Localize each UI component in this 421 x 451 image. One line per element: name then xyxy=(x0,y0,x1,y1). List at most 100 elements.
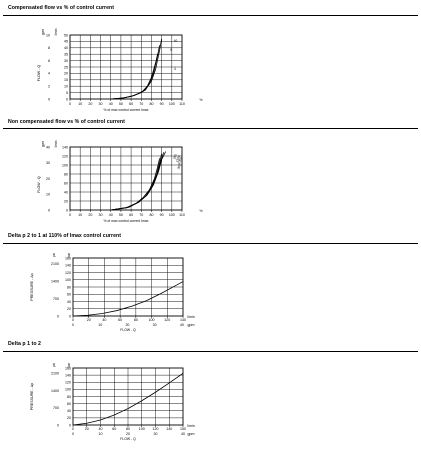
curve-label: 5 xyxy=(170,48,172,52)
x-tick-label: 90 xyxy=(160,102,164,106)
x-unit-label-bottom: gpm xyxy=(188,323,195,327)
chart-title-non-compensated: Non compensated flow vs % of control cur… xyxy=(8,119,125,125)
y-unit-label-left: gpm xyxy=(41,141,45,148)
y-axis-label: PRESSURE - Δp xyxy=(30,273,34,300)
x-tick-label-gpm: 40 xyxy=(180,323,184,327)
y-tick-label-left-unit: 30 xyxy=(46,161,50,165)
chart-title-compensated: Compensated flow vs % of control current xyxy=(8,5,115,11)
data-line xyxy=(110,152,165,211)
y-tick-label-right-unit: 20 xyxy=(64,199,68,203)
y-tick-label-bar: 160 xyxy=(65,366,71,370)
curve-label: 40 xyxy=(174,39,178,43)
y-tick-label-bar: 40 xyxy=(67,409,71,413)
x-tick-label: 80 xyxy=(149,102,153,106)
y-tick-label-right-unit: 25 xyxy=(64,65,68,69)
x-tick-label: 0 xyxy=(69,102,71,106)
x-tick-label-l-min: 120 xyxy=(164,318,170,322)
y-tick-label-left-unit: 20 xyxy=(46,177,50,181)
y-tick-label-right-unit: 30 xyxy=(64,59,68,63)
y-unit-label-right: l/min xyxy=(54,140,58,147)
y-tick-label-bar: 80 xyxy=(67,285,71,289)
x-tick-label-l-min: 120 xyxy=(153,427,159,431)
section-divider xyxy=(3,243,418,244)
y-tick-label-right-unit: 120 xyxy=(62,154,68,158)
y-tick-label-right-unit: 100 xyxy=(62,163,68,167)
y-tick-label-right-unit: 0 xyxy=(66,97,68,101)
y-tick-label-bar: 20 xyxy=(67,416,71,420)
section-divider xyxy=(3,15,418,16)
y-tick-label-psi: 700 xyxy=(53,406,59,410)
data-line xyxy=(110,54,158,100)
x-tick-label-gpm: 10 xyxy=(98,323,102,327)
y-tick-label-bar: 140 xyxy=(65,373,71,377)
y-tick-label-bar: 120 xyxy=(65,271,71,275)
y-axis-label: FLOW - Q xyxy=(37,65,41,82)
x-tick-label-l-min: 0 xyxy=(72,318,74,322)
y-unit-label-psi: psi xyxy=(52,363,56,367)
x-axis-label: % of max control current Imax xyxy=(103,108,148,112)
x-tick-label-l-min: 80 xyxy=(134,318,138,322)
x-axis-label: FLOW - Q xyxy=(120,328,136,332)
plot-frame xyxy=(69,146,183,211)
y-tick-label-right-unit: 15 xyxy=(64,78,68,82)
x-tick-label: 100 xyxy=(169,102,175,106)
x-tick-label-gpm: 30 xyxy=(154,432,158,436)
curve-label: 1500 xyxy=(175,154,181,162)
y-tick-label-psi: 0 xyxy=(57,423,59,427)
x-unit-label: % xyxy=(199,98,203,102)
x-tick-label-l-min: 60 xyxy=(118,318,122,322)
y-tick-label-psi: 0 xyxy=(57,314,59,318)
y-tick-label-bar: 140 xyxy=(65,264,71,268)
y-tick-label-right-unit: 40 xyxy=(64,46,68,50)
x-axis-label: FLOW - Q xyxy=(120,437,136,441)
x-unit-label: % xyxy=(199,209,203,213)
y-tick-label-bar: 100 xyxy=(65,278,71,282)
x-tick-label: 110 xyxy=(179,213,185,217)
y-tick-label-right-unit: 80 xyxy=(64,172,68,176)
x-tick-label-gpm: 10 xyxy=(99,432,103,436)
y-tick-label-psi: 2100 xyxy=(51,262,59,266)
y-tick-label-left-unit: 0 xyxy=(48,97,50,101)
x-tick-label-gpm: 0 xyxy=(72,432,74,436)
y-tick-label-bar: 0 xyxy=(69,423,71,427)
x-tick-label: 40 xyxy=(109,102,113,106)
y-tick-label-left-unit: 10 xyxy=(46,193,50,197)
y-tick-label-right-unit: 45 xyxy=(64,40,68,44)
y-tick-label-bar: 40 xyxy=(67,300,71,304)
x-axis-label: % of max control current Imax xyxy=(103,219,148,223)
x-tick-label: 10 xyxy=(78,213,82,217)
y-tick-label-left-unit: 0 xyxy=(48,208,50,212)
x-tick-label-l-min: 100 xyxy=(149,318,155,322)
data-line xyxy=(72,373,184,426)
y-tick-label-right-unit: 20 xyxy=(64,72,68,76)
curve-label: 250 xyxy=(172,153,178,160)
x-tick-label-l-min: 140 xyxy=(180,318,186,322)
y-tick-label-left-unit: 8 xyxy=(48,46,50,50)
x-tick-label-l-min: 20 xyxy=(87,318,91,322)
y-tick-label-right-unit: 40 xyxy=(64,190,68,194)
y-tick-label-left-unit: 6 xyxy=(48,59,50,63)
x-tick-label: 70 xyxy=(139,102,143,106)
x-tick-label: 30 xyxy=(99,213,103,217)
x-tick-label-l-min: 150 xyxy=(180,427,186,431)
x-tick-label: 60 xyxy=(129,102,133,106)
x-tick-label: 50 xyxy=(119,102,123,106)
x-tick-label-l-min: 60 xyxy=(112,427,116,431)
y-axis-label: FLOW - Q xyxy=(37,176,41,193)
data-line xyxy=(110,45,160,100)
x-unit-label-bottom: gpm xyxy=(188,432,195,436)
x-tick-label-gpm: 20 xyxy=(126,432,130,436)
x-tick-label-gpm: 20 xyxy=(125,323,129,327)
section-divider xyxy=(3,351,418,352)
y-tick-label-right-unit: 35 xyxy=(64,53,68,57)
x-tick-label-l-min: 40 xyxy=(99,427,103,431)
x-tick-label: 70 xyxy=(139,213,143,217)
x-tick-label: 80 xyxy=(149,213,153,217)
x-unit-label-top: l/min xyxy=(187,315,195,319)
x-tick-label-l-min: 80 xyxy=(126,427,130,431)
y-tick-label-left-unit: 10 xyxy=(46,33,50,37)
curve-label: 4 xyxy=(174,67,176,71)
x-tick-label: 30 xyxy=(99,102,103,106)
x-tick-label-l-min: 0 xyxy=(72,427,74,431)
